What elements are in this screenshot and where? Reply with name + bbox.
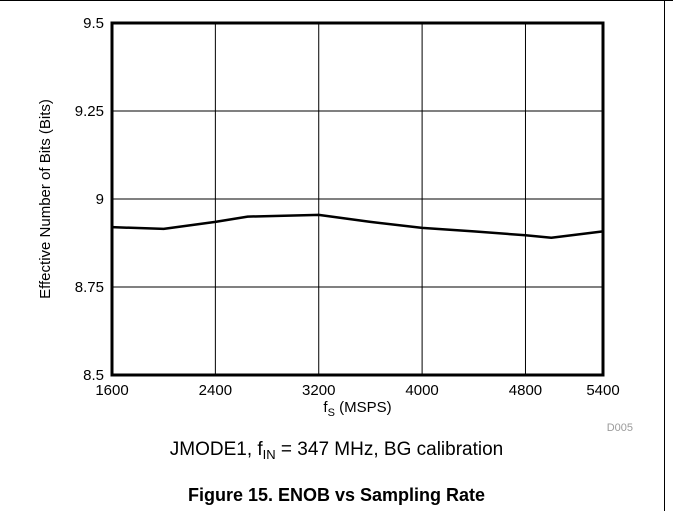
grid-lines (111, 22, 604, 376)
y-tick-label: 9 (96, 191, 104, 208)
chart-caption: JMODE1, fIN = 347 MHz, BG calibration (169, 439, 504, 462)
y-tick-label: 8.5 (83, 367, 104, 384)
y-tick-label: 8.75 (75, 279, 104, 296)
plot-area-border (110, 21, 605, 377)
y-axis-title: Effective Number of Bits (Bits) (37, 99, 54, 299)
x-tick-labels: 1600 2400 3200 4000 4800 5400 (95, 382, 619, 399)
series-layer (111, 213, 604, 239)
x-tick-label: 5400 (586, 382, 619, 399)
x-tick-label: 2400 (199, 382, 232, 399)
page-frame-right-border (664, 0, 665, 511)
x-tick-label: 1600 (95, 382, 128, 399)
enob-series-line (111, 213, 604, 239)
figure-title: Figure 15. ENOB vs Sampling Rate (187, 485, 486, 505)
x-tick-label: 4000 (405, 382, 438, 399)
figure-code-label: D005 (607, 422, 633, 434)
x-axis-title: fS (MSPS) (323, 399, 391, 419)
y-tick-labels: 8.5 8.75 9 9.25 9.5 (75, 15, 104, 384)
x-tick-label: 3200 (302, 382, 335, 399)
x-tick-label: 4800 (509, 382, 542, 399)
chart: 8.5 8.75 9 9.25 9.5 1600 2400 3200 4000 4800 5400… (37, 15, 633, 434)
y-tick-label: 9.25 (75, 103, 104, 120)
page-frame-top-border (0, 0, 673, 1)
y-tick-label: 9.5 (83, 15, 104, 32)
